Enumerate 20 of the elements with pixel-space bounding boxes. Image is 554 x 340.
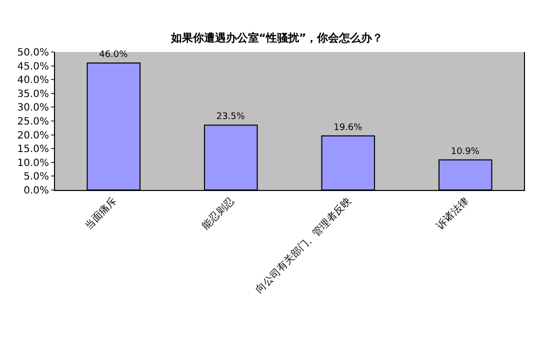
y-tick-label: 20.0%	[17, 130, 49, 142]
x-tick-label: 诉诸法律	[434, 195, 472, 232]
y-tick-label: 35.0%	[17, 88, 49, 100]
chart-title: 如果你遭遇办公室“性骚扰”，你会怎么办？	[170, 32, 384, 45]
y-tick-label: 40.0%	[17, 75, 49, 86]
y-tick-label: 10.0%	[17, 158, 49, 169]
data-label: 10.9%	[450, 146, 480, 157]
x-tick-label: 能忍则忍	[200, 195, 237, 232]
y-tick-label: 25.0%	[17, 116, 49, 128]
data-label: 19.6%	[334, 122, 363, 133]
y-tick-label: 15.0%	[17, 144, 49, 156]
y-tick-label: 0.0%	[24, 186, 49, 196]
y-tick-label: 45.0%	[17, 61, 49, 72]
y-tick-label: 5.0%	[24, 172, 49, 183]
x-tick-label: 当面痛斥	[82, 195, 120, 232]
data-label: 46.0%	[99, 50, 128, 60]
data-label: 23.5%	[216, 112, 246, 122]
x-tick-label: 向公司有关部门、管理者反映	[253, 195, 354, 296]
y-tick-label: 50.0%	[17, 48, 49, 58]
y-tick-label: 30.0%	[17, 102, 49, 114]
